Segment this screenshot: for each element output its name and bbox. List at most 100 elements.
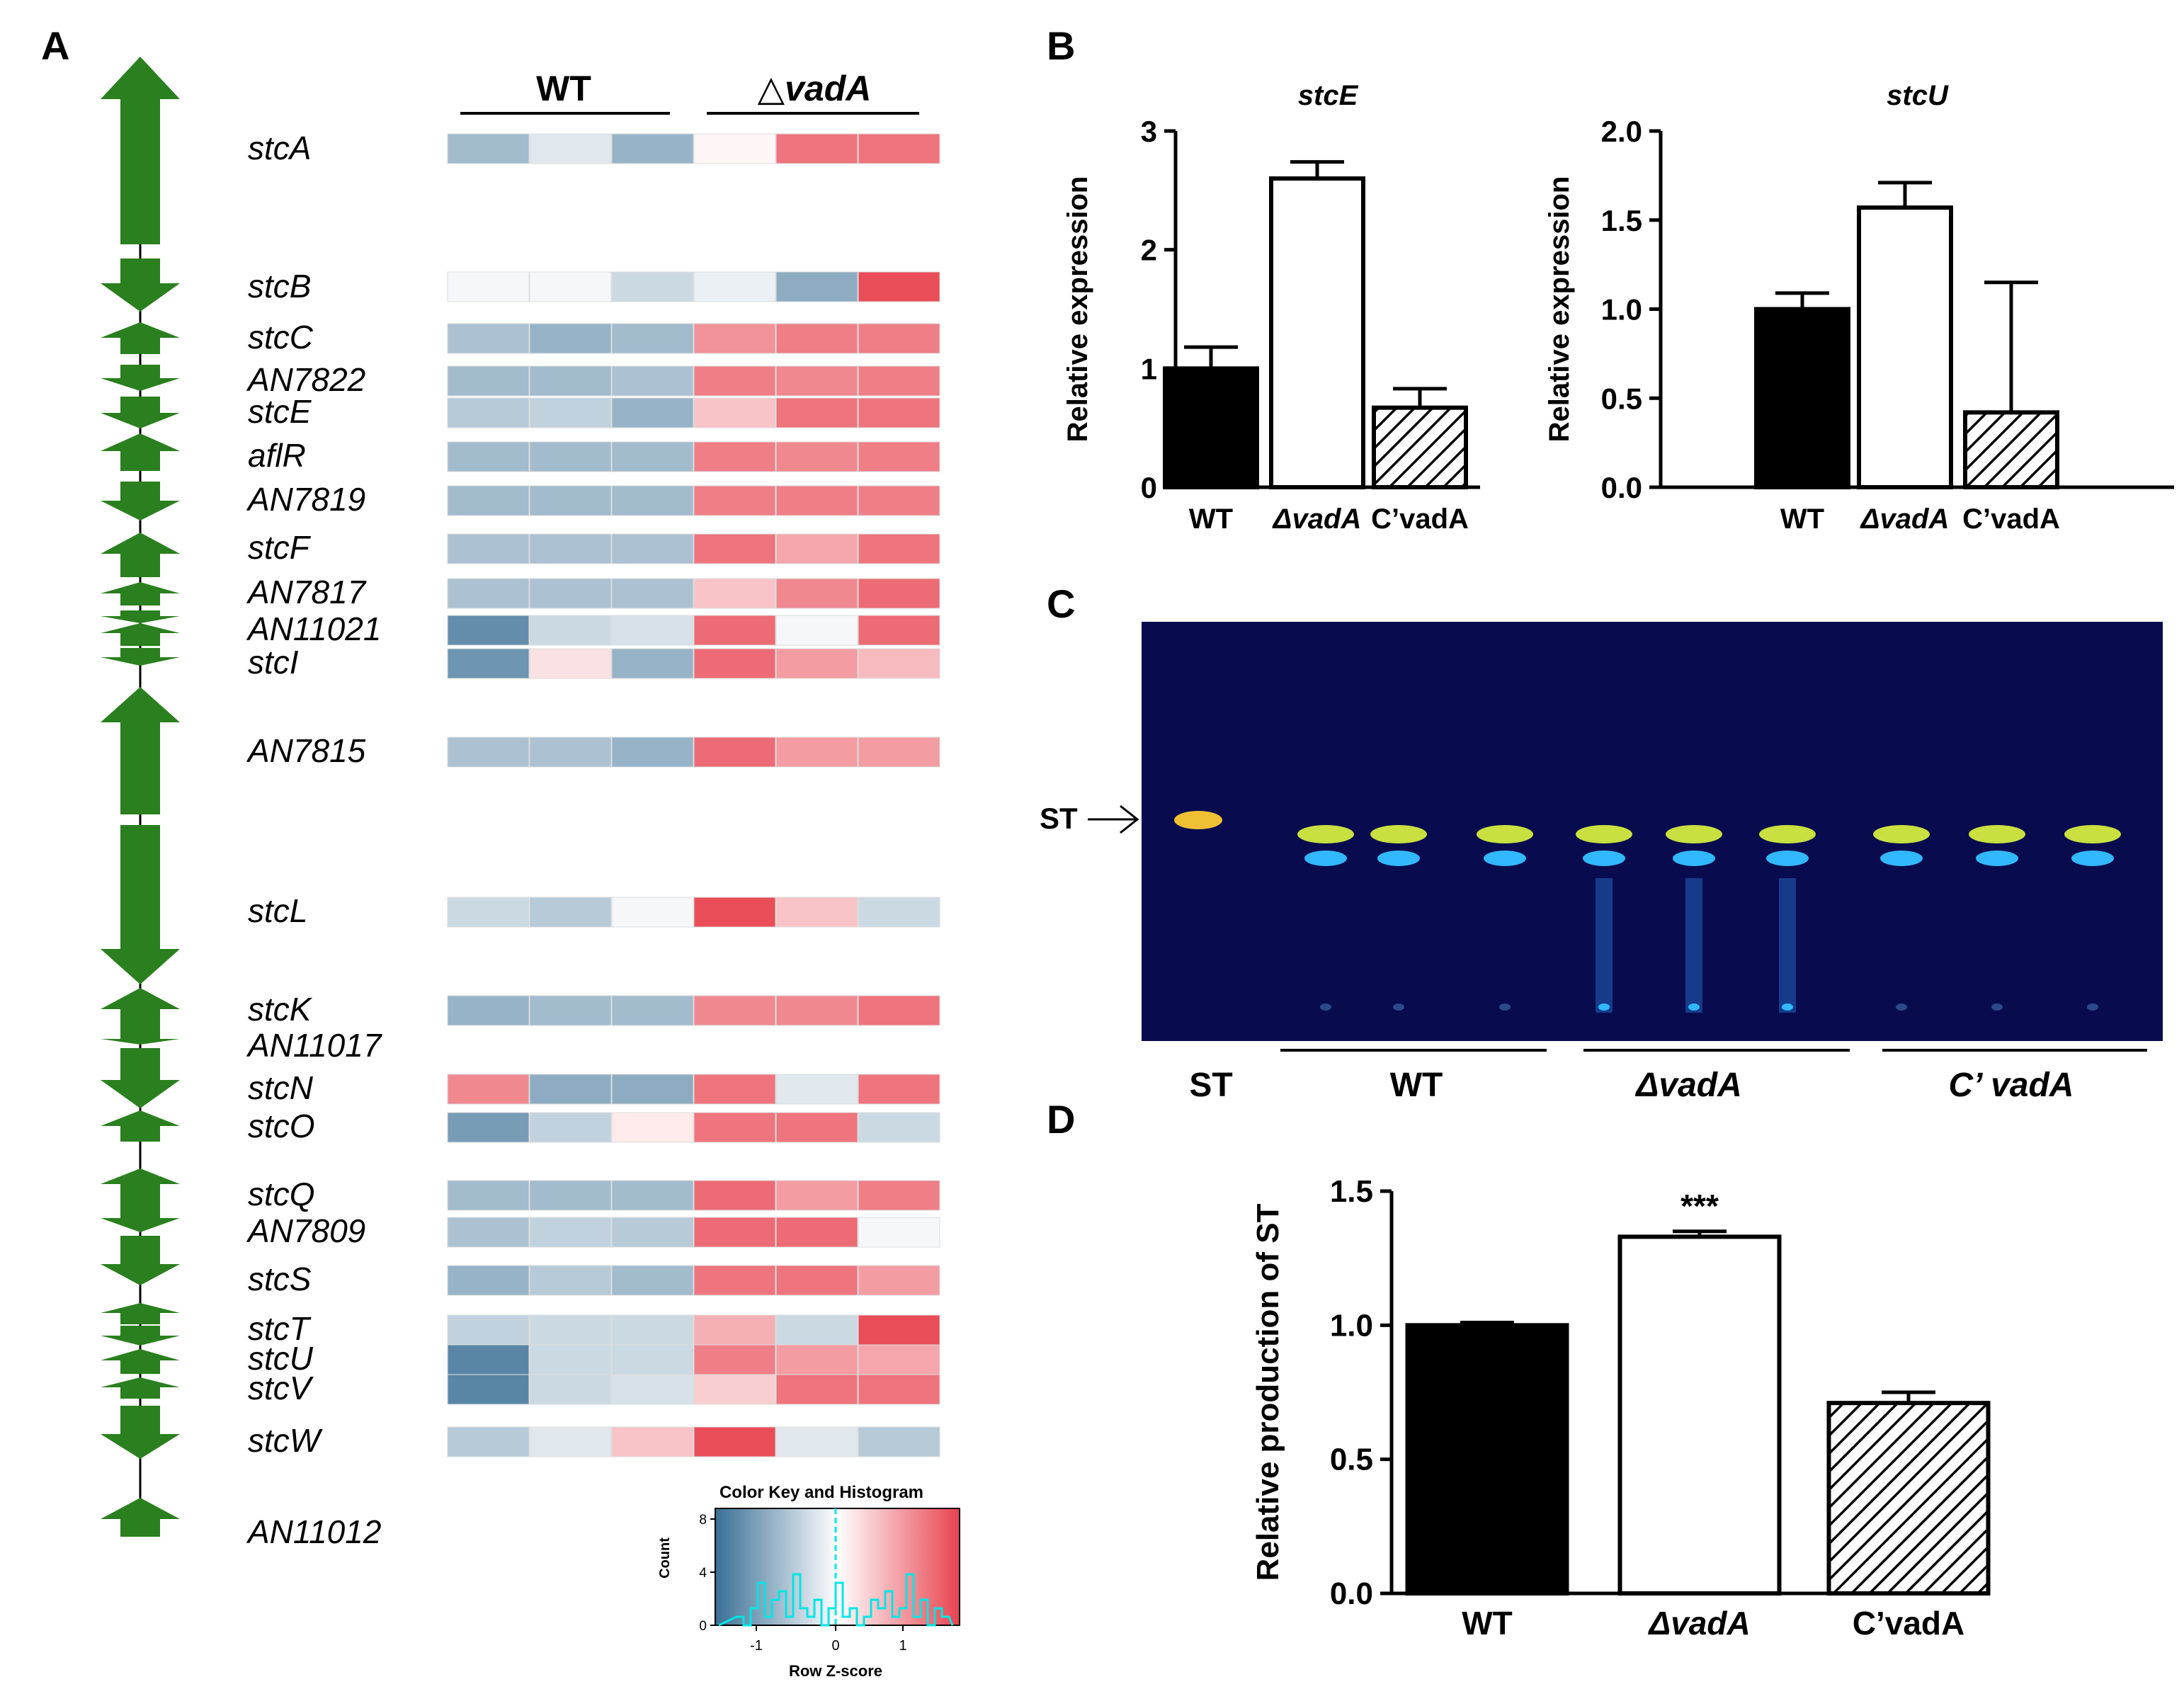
heatmap-cell [775, 615, 858, 646]
gene-arrow-up [101, 1498, 180, 1537]
heatmap-cell [858, 1180, 940, 1211]
heatmap-cell [611, 1074, 694, 1105]
gene-arrow-up [101, 1377, 180, 1399]
heatmap-cell [775, 1344, 858, 1375]
gene-arrow-up [101, 623, 180, 646]
panel-label-c: C [1047, 581, 1075, 626]
heatmap-cell [447, 365, 530, 397]
heatmap-cell [611, 533, 694, 564]
chart-ylabel: Relative expression [1062, 176, 1093, 443]
heatmap-cell [611, 1112, 694, 1143]
heatmap-cell [529, 1344, 612, 1375]
bar-chart-stcu: stcU 0.0 0.5 1.0 1.5 2.0 Relative expression WT… [1544, 80, 2174, 535]
heatmap-cell [693, 271, 776, 302]
heatmap-cell [775, 441, 858, 472]
tlc-spot-st [1576, 825, 1632, 843]
gene-label: stcE [248, 393, 312, 430]
gene-arrow-down [101, 825, 180, 984]
tlc-spot-origin [1320, 1003, 1331, 1011]
gene-arrow-up [101, 687, 180, 814]
heatmap-cell [693, 397, 776, 428]
heatmap-cell [529, 133, 612, 164]
heatmap-cell [775, 133, 858, 164]
chart-ytick-label: 0.0 [1330, 1576, 1373, 1611]
chart-ytick-label: 1.0 [1601, 293, 1642, 326]
tlc-spot-origin [2087, 1003, 2098, 1011]
chart-ytick-label: 0.5 [1330, 1443, 1373, 1477]
gene-label: AN7819 [246, 481, 365, 518]
gene-label: AN7815 [246, 732, 366, 769]
gene-label: stcO [248, 1108, 315, 1144]
heatmap-cell [447, 1217, 530, 1248]
heatmap-cell [693, 737, 776, 768]
heatmap-cell [775, 737, 858, 768]
heatmap-cell [447, 441, 530, 472]
heatmap-cell [611, 485, 694, 516]
heatmap-cell [529, 441, 612, 472]
tlc-spot-lower [1583, 851, 1625, 866]
bar-chart-stce: stcE 0 1 2 3 Relative expression WT ΔvadA C’vadA [1062, 80, 1480, 535]
chart-xtick-label: C’vadA [1853, 1605, 1964, 1642]
heatmap-cell [611, 578, 694, 609]
heatmap-cell [611, 441, 694, 472]
heatmap-cell [775, 1217, 858, 1248]
tlc-lane-label: ST [1189, 1067, 1232, 1104]
heatmap-cell [693, 441, 776, 472]
heatmap-cell [775, 397, 858, 428]
gene-label: stcQ [248, 1176, 315, 1212]
chart-xtick-label: WT [1780, 504, 1824, 535]
gene-arrow-down [101, 1236, 180, 1285]
chart-xtick-label: ΔvadA [1272, 504, 1362, 535]
tlc-spot-standard [1174, 811, 1222, 829]
heatmap-cell [775, 1374, 858, 1405]
heatmap-cell [447, 1074, 530, 1105]
gene-label: stcF [248, 529, 312, 566]
heatmap-cell [858, 1265, 940, 1296]
heatmap-cell [529, 995, 612, 1026]
heatmap-cell [611, 995, 694, 1026]
tlc-spot-st [1873, 825, 1930, 843]
heatmap-cell [529, 737, 612, 768]
chart-xtick-label: ΔvadA [1647, 1605, 1750, 1642]
tlc-spot-st [1370, 825, 1427, 843]
chart-xtick-label: C’vadA [1371, 504, 1469, 535]
chart-ytick-label: 2.0 [1601, 115, 1642, 148]
heatmap-cell [529, 397, 612, 428]
heatmap-cell [693, 1314, 776, 1346]
heatmap-cell [858, 397, 940, 428]
heatmap-cell [693, 1112, 776, 1143]
heatmap-cell [693, 365, 776, 397]
color-key-bar [715, 1508, 960, 1626]
heatmap-cell [858, 1426, 940, 1457]
color-key-ylabel: Count [657, 1537, 673, 1579]
mut-name: vadA [785, 69, 871, 108]
tlc-spot-st [1969, 825, 2025, 843]
color-key-xtick-label: 1 [899, 1638, 906, 1654]
heatmap-cell [529, 1180, 612, 1211]
heatmap-cell [775, 1426, 858, 1457]
gene-arrow-down [101, 648, 180, 666]
gene-arrow-up [101, 988, 180, 1034]
gene-label: stcC [248, 319, 314, 356]
tlc-spot-st [2064, 825, 2121, 843]
gene-label: aflR [248, 437, 306, 474]
heatmap-cell [529, 1314, 612, 1346]
heatmap-cell [611, 1314, 694, 1346]
heatmap-cell [775, 485, 858, 516]
heatmap-cell [611, 133, 694, 164]
heatmap-cell [447, 1344, 530, 1375]
gene-arrow-up [101, 1110, 180, 1142]
tlc-plate-panel: ST ST WT ΔvadA C’ vadA [1040, 622, 2163, 1104]
heatmap-cell [611, 615, 694, 646]
heatmap-cell [858, 365, 940, 397]
gene-arrow-down [101, 365, 180, 391]
heatmap-cell [858, 1112, 940, 1143]
tlc-spot-origin [1782, 1003, 1793, 1011]
tlc-spot-origin [1688, 1003, 1700, 1011]
tlc-spot-lower [2071, 851, 2114, 866]
heatmap-cell [447, 1314, 530, 1346]
gene-arrow-down [101, 610, 180, 623]
heatmap-cell [858, 615, 940, 646]
gene-label: AN7809 [246, 1212, 365, 1249]
heatmap-group-mut: △vadA [758, 69, 872, 108]
